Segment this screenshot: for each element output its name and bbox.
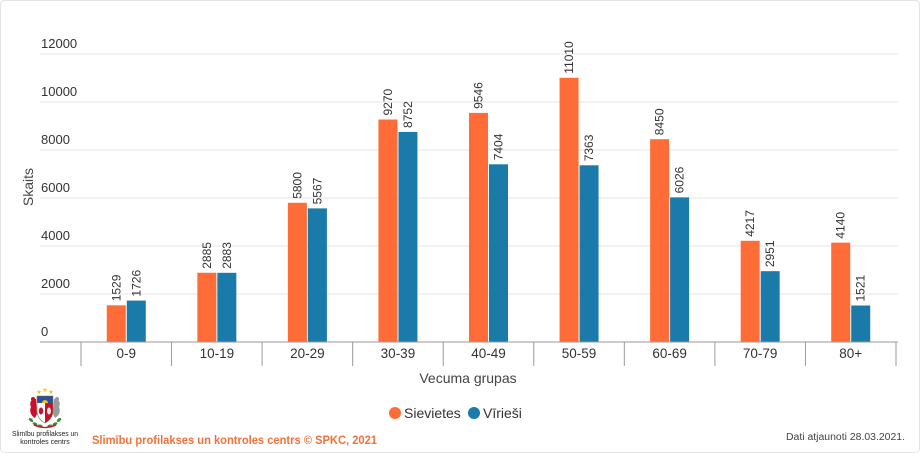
data-label-viriesi-70-79: 2951 <box>763 240 777 267</box>
bar-viriesi-50-59 <box>579 165 599 342</box>
y-tick-labels: 0 2000 4000 6000 8000 10000 12000 <box>41 36 77 339</box>
y-tick-label: 2000 <box>41 276 70 291</box>
x-tick-label: 80+ <box>839 346 862 361</box>
y-tick-label: 0 <box>41 324 48 339</box>
y-tick-label: 10000 <box>41 84 77 99</box>
data-label-sievietes-40-49: 9546 <box>472 82 486 109</box>
legend-marker-viriesi <box>468 407 480 419</box>
bar-sievietes-70-79 <box>740 240 760 342</box>
source-credit: Slimību profilakses un kontroles centrs … <box>92 433 377 447</box>
data-label-sievietes-20-29: 5800 <box>290 172 304 199</box>
bar-sievietes-40-49 <box>469 112 488 343</box>
star-icons <box>36 387 54 395</box>
data-updated-date: Dati atjaunoti 28.03.2021. <box>786 432 905 443</box>
legend: Sievietes Vīrieši <box>389 405 522 421</box>
bar-sievietes-10-19 <box>197 272 217 342</box>
x-tick-label: 70-79 <box>743 346 778 361</box>
x-tick-label: 60-69 <box>652 346 687 361</box>
x-tick-label: 30-39 <box>381 346 416 361</box>
bar-sievietes-0-9 <box>106 305 126 342</box>
bar-sievietes-30-39 <box>378 119 398 343</box>
data-label-sievietes-0-9: 1529 <box>109 274 123 301</box>
bar-viriesi-60-69 <box>670 197 690 342</box>
data-label-viriesi-50-59: 7363 <box>582 134 596 161</box>
x-tick-label: 40-49 <box>471 346 506 361</box>
data-label-viriesi-60-69: 6026 <box>673 166 687 193</box>
data-label-viriesi-0-9: 1726 <box>129 270 143 297</box>
y-tick-label: 4000 <box>41 228 70 243</box>
logo-caption-line1: Slimību profilakses un <box>12 431 78 438</box>
bar-sievietes-60-69 <box>650 139 670 342</box>
legend-item-sievietes[interactable]: Sievietes <box>389 405 461 421</box>
x-tick-label: 20-29 <box>290 346 325 361</box>
x-tick-label: 0-9 <box>117 346 137 361</box>
bars <box>106 77 871 343</box>
y-tick-label: 8000 <box>41 132 70 147</box>
data-labels: 1529 2885 5800 9270 9546 11010 8450 4217 4140 172… <box>109 41 867 302</box>
data-label-viriesi-20-29: 5567 <box>310 177 324 204</box>
bar-viriesi-70-79 <box>760 271 780 342</box>
logo-caption-line2: kontroles centrs <box>20 439 70 446</box>
bar-viriesi-10-19 <box>217 272 237 342</box>
x-axis-title: Vecuma grupas <box>419 370 516 386</box>
spkc-logo: Slimību profilakses un kontroles centrs <box>12 387 78 446</box>
y-tick-label: 6000 <box>41 180 70 195</box>
data-label-viriesi-10-19: 2883 <box>220 242 234 269</box>
data-label-sievietes-80-: 4140 <box>834 212 848 239</box>
legend-item-viriesi[interactable]: Vīrieši <box>468 405 522 421</box>
x-tick-label: 10-19 <box>200 346 235 361</box>
bar-viriesi-30-39 <box>398 131 418 342</box>
x-axis: 0-9 10-19 20-29 30-39 40-49 50-59 60-69 70-79 80… <box>40 341 898 366</box>
legend-label-viriesi: Vīrieši <box>483 405 522 421</box>
data-label-sievietes-70-79: 4217 <box>743 210 757 237</box>
data-label-viriesi-40-49: 7404 <box>492 133 506 160</box>
bar-viriesi-40-49 <box>489 164 508 342</box>
data-label-viriesi-80-: 1521 <box>854 274 868 301</box>
coat-of-arms-icon <box>28 387 62 429</box>
legend-marker-sievietes <box>389 407 401 419</box>
legend-label-sievietes: Sievietes <box>404 405 461 421</box>
bar-viriesi-80- <box>851 305 871 342</box>
bar-sievietes-20-29 <box>287 202 307 342</box>
data-label-sievietes-10-19: 2885 <box>200 242 214 269</box>
x-tick-label: 50-59 <box>562 346 597 361</box>
y-tick-label: 12000 <box>41 36 77 51</box>
bar-sievietes-50-59 <box>559 77 579 342</box>
data-label-sievietes-60-69: 8450 <box>653 108 667 135</box>
bar-viriesi-20-29 <box>307 208 327 342</box>
bar-sievietes-80- <box>831 242 851 342</box>
data-label-viriesi-30-39: 8752 <box>401 101 415 128</box>
bar-viriesi-0-9 <box>126 300 146 342</box>
data-label-sievietes-50-59: 11010 <box>562 41 576 74</box>
data-label-sievietes-30-39: 9270 <box>381 88 395 115</box>
y-axis-title: Skaits <box>20 168 36 206</box>
